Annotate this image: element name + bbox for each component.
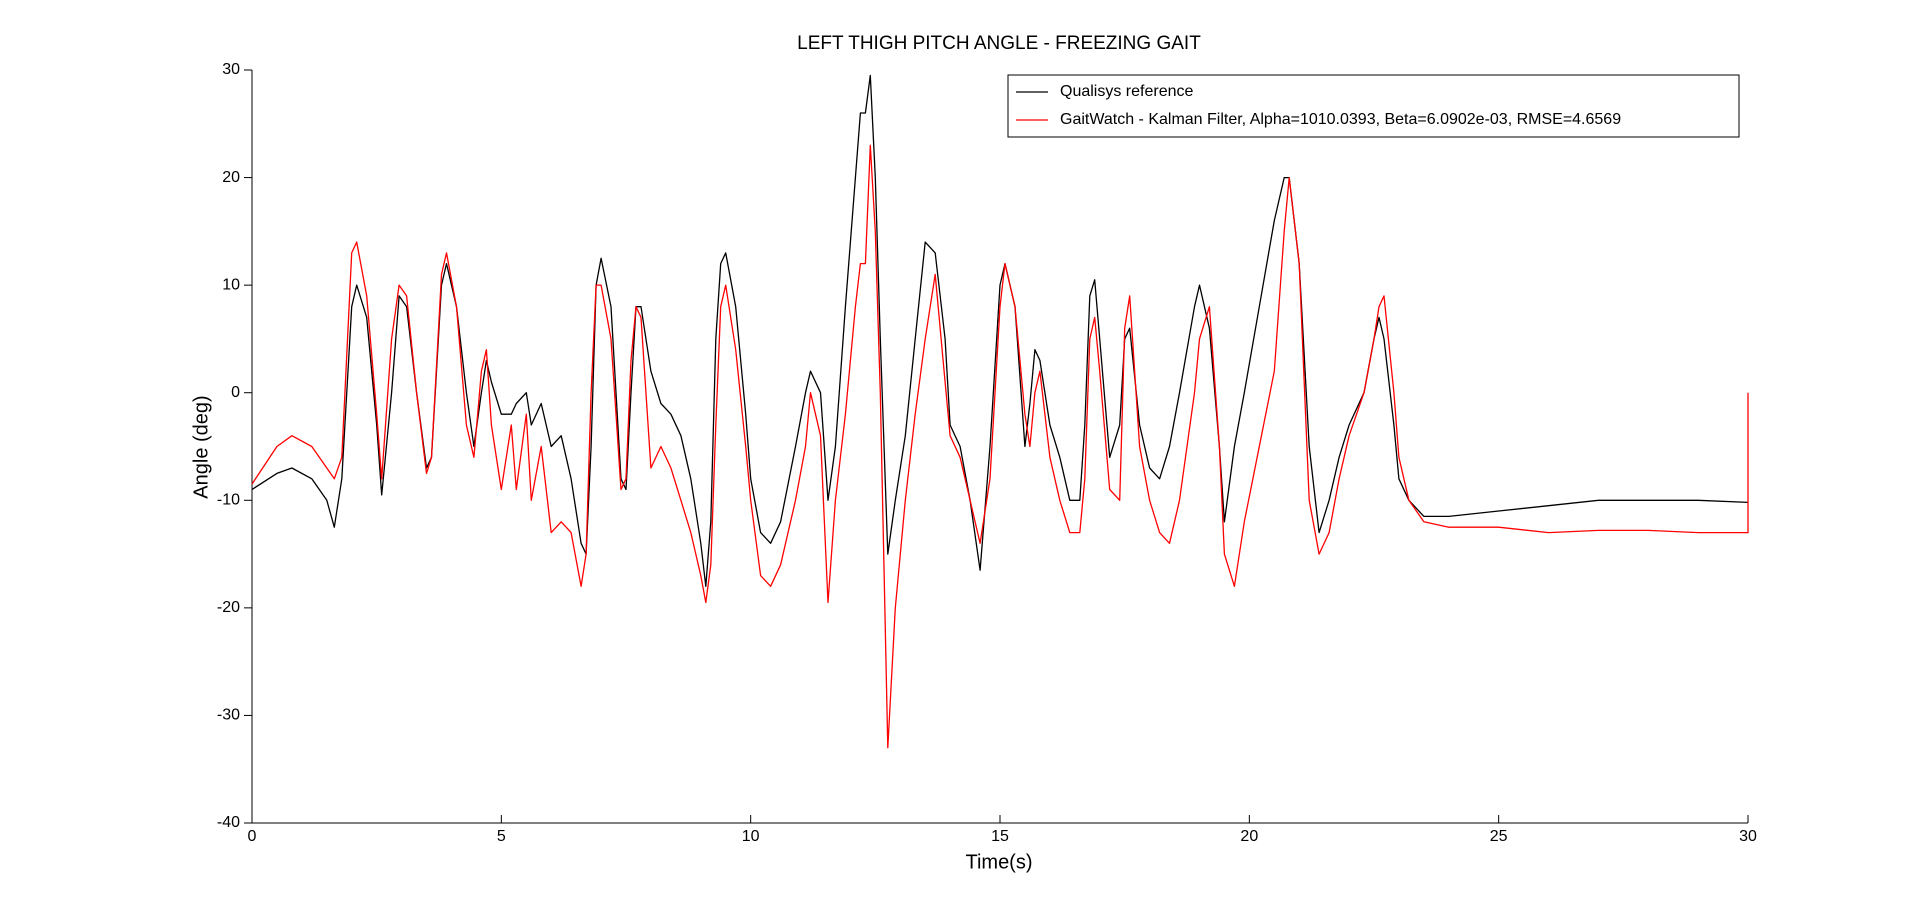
legend-box: [1007, 74, 1740, 138]
y-tick-label: 30: [222, 61, 240, 78]
x-tick-label: 15: [991, 828, 1009, 845]
y-tick-label: 20: [222, 169, 240, 186]
y-axis-label: Angle (deg): [190, 395, 212, 498]
series-line: [251, 74, 1749, 587]
chart-title: LEFT THIGH PITCH ANGLE - FREEZING GAIT: [797, 33, 1201, 54]
y-tick-label: 0: [231, 384, 240, 401]
y-tick-label: -40: [217, 814, 240, 831]
x-tick-label: 25: [1490, 828, 1508, 845]
legend-label: Qualisys reference: [1060, 83, 1193, 100]
y-tick-label: -10: [217, 492, 240, 509]
series-line: [251, 144, 1749, 749]
y-tick-label: 10: [222, 276, 240, 293]
x-tick-label: 0: [248, 828, 257, 845]
x-tick-label: 30: [1739, 828, 1757, 845]
y-tick-label: -20: [217, 599, 240, 616]
x-axis-label: Time(s): [965, 851, 1032, 873]
x-tick-label: 5: [497, 828, 506, 845]
y-tick-label: -30: [217, 707, 240, 724]
legend-label: GaitWatch - Kalman Filter, Alpha=1010.03…: [1060, 111, 1621, 128]
x-tick-label: 20: [1240, 828, 1258, 845]
x-tick-label: 10: [742, 828, 760, 845]
